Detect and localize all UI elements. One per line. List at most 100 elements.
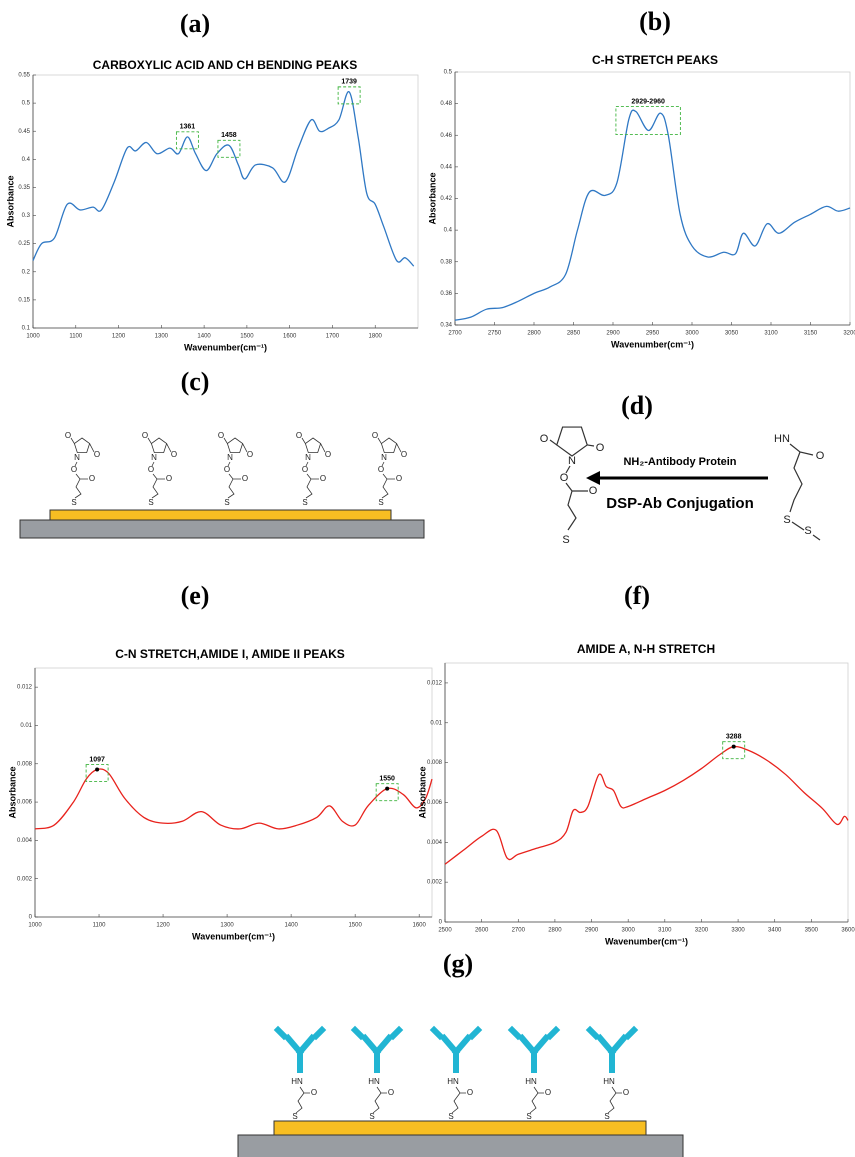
y-axis-label: Absorbance <box>417 766 427 818</box>
y-tick-label: 0.004 <box>17 838 33 844</box>
x-axis-label: Wavenumber(cm⁻¹) <box>605 936 688 946</box>
atom: O <box>560 472 569 484</box>
peak-label: 2929-2960 <box>631 98 665 105</box>
atom: HN <box>291 1077 303 1086</box>
atom: N <box>74 453 80 462</box>
atom: O <box>325 450 331 459</box>
atom: HN <box>447 1077 459 1086</box>
y-tick-label: 0.45 <box>18 129 30 135</box>
atom: O <box>302 465 308 474</box>
x-tick-label: 3200 <box>695 928 709 934</box>
atom: O <box>378 465 384 474</box>
gold-layer <box>49 509 392 521</box>
x-tick-label: 2850 <box>567 331 581 337</box>
atom: S <box>804 525 811 537</box>
antibody <box>273 1025 327 1073</box>
bond <box>306 473 319 480</box>
x-tick-label: 2750 <box>488 331 502 337</box>
atom: O <box>247 450 253 459</box>
x-tick-label: 2600 <box>475 928 489 934</box>
peak-box <box>615 106 681 135</box>
atom: O <box>71 465 77 474</box>
data-line <box>454 109 851 321</box>
y-tick-label: 0 <box>29 915 33 921</box>
atom: O <box>94 450 100 459</box>
chart-title: AMIDE A, N-H STRETCH <box>577 642 715 656</box>
y-tick-label: 0.01 <box>430 720 442 726</box>
y-axis-label: Absorbance <box>5 175 15 227</box>
atom: N <box>568 455 576 467</box>
atom: O <box>320 474 326 483</box>
panel-label: (g) <box>443 949 473 978</box>
y-tick-label: 0.008 <box>427 760 443 766</box>
y-tick-label: 0.2 <box>22 269 31 275</box>
x-axis-label: Wavenumber(cm⁻¹) <box>611 339 694 349</box>
atom: O <box>89 474 95 483</box>
x-tick-label: 3000 <box>685 331 699 337</box>
atom: O <box>396 474 402 483</box>
plot-frame <box>32 74 419 329</box>
bond <box>226 437 244 453</box>
x-tick-label: 1200 <box>156 923 170 929</box>
bond <box>74 461 78 467</box>
bond <box>529 1086 544 1114</box>
atom: S <box>526 1112 531 1121</box>
atom: O <box>148 465 154 474</box>
atom: S <box>562 534 569 546</box>
atom: O <box>218 431 224 440</box>
panel-label: (a) <box>180 9 210 38</box>
atom: S <box>302 498 307 507</box>
atom: O <box>388 1088 394 1097</box>
bond <box>382 473 395 480</box>
atom: O <box>242 474 248 483</box>
x-tick-label: 1300 <box>220 923 234 929</box>
antibody <box>350 1025 404 1073</box>
y-tick-label: 0.008 <box>17 761 33 767</box>
y-tick-label: 0.01 <box>20 723 32 729</box>
y-tick-label: 0.3 <box>22 213 31 219</box>
x-tick-label: 1600 <box>413 923 427 929</box>
x-tick-label: 3500 <box>805 928 819 934</box>
y-tick-label: 0.002 <box>17 876 33 882</box>
data-line <box>34 768 433 830</box>
atom: S <box>71 498 76 507</box>
atom: O <box>540 433 549 445</box>
peak-box <box>337 86 361 105</box>
x-tick-label: 3600 <box>841 928 855 934</box>
plot-frame <box>34 667 433 918</box>
y-tick-label: 0.44 <box>440 164 452 170</box>
x-tick-label: 1700 <box>326 334 340 340</box>
y-tick-label: 0.006 <box>427 800 443 806</box>
peak-box <box>85 764 109 782</box>
bond <box>377 437 382 444</box>
x-tick-label: 1400 <box>284 923 298 929</box>
bond <box>381 478 389 499</box>
atom: O <box>816 450 825 462</box>
atom: O <box>142 431 148 440</box>
y-tick-label: 0.15 <box>18 297 30 303</box>
atom: S <box>448 1112 453 1121</box>
arrow-head <box>586 471 600 485</box>
chart-title: C-H STRETCH PEAKS <box>592 53 718 67</box>
substrate <box>237 1134 684 1157</box>
bond <box>304 437 322 453</box>
x-tick-label: 2700 <box>448 331 462 337</box>
peak-marker <box>385 786 390 791</box>
y-tick-label: 0.012 <box>17 685 33 691</box>
panel-label: (f) <box>624 581 650 610</box>
bond <box>295 1086 310 1114</box>
gold-layer <box>273 1120 647 1136</box>
bond <box>607 1086 622 1114</box>
bond <box>227 461 231 467</box>
x-tick-label: 1200 <box>112 334 126 340</box>
x-tick-label: 1100 <box>69 334 83 340</box>
y-tick-label: 0.48 <box>440 101 452 107</box>
x-tick-label: 1800 <box>369 334 383 340</box>
bond <box>381 461 385 467</box>
y-tick-label: 0.004 <box>427 840 443 846</box>
x-tick-label: 2700 <box>512 928 526 934</box>
bond <box>301 437 306 444</box>
atom: O <box>311 1088 317 1097</box>
substrate <box>19 519 425 539</box>
